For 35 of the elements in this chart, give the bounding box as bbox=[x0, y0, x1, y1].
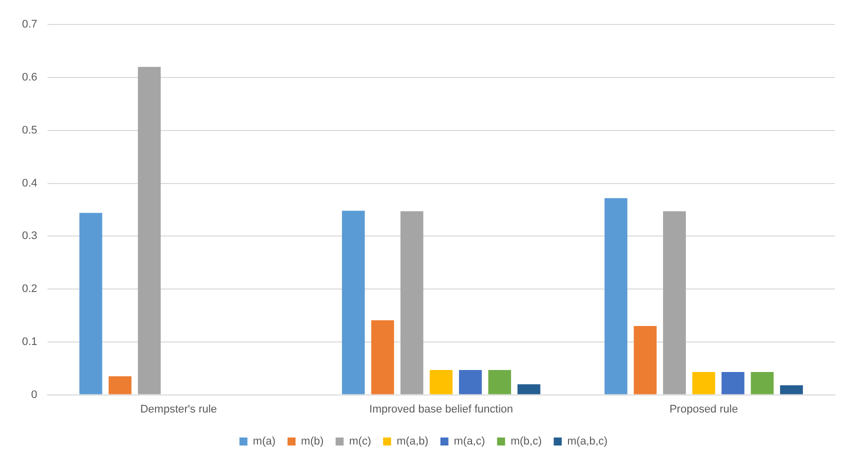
y-tick-label: 0.5 bbox=[22, 124, 38, 136]
y-tick-label: 0.1 bbox=[22, 336, 38, 348]
legend-label: m(a) bbox=[252, 436, 276, 448]
legend-label: m(a,b) bbox=[396, 436, 428, 448]
legend-label: m(a,b,c) bbox=[567, 436, 608, 448]
bar bbox=[663, 211, 686, 394]
y-tick-label: 0.6 bbox=[22, 72, 38, 84]
bar bbox=[722, 372, 744, 394]
y-tick-label: 0.3 bbox=[22, 230, 38, 242]
bar bbox=[371, 320, 394, 394]
y-tick-label: 0.2 bbox=[22, 283, 38, 296]
bar bbox=[458, 370, 482, 394]
bar bbox=[692, 372, 716, 394]
bar bbox=[750, 372, 774, 394]
bar bbox=[138, 66, 161, 394]
bar bbox=[780, 385, 803, 394]
bar bbox=[604, 198, 628, 394]
y-tick-label: 0.7 bbox=[22, 18, 38, 31]
bar bbox=[634, 326, 657, 394]
legend-label: m(b,c) bbox=[510, 436, 542, 448]
x-tick-label: Dempster's rule bbox=[140, 403, 217, 416]
y-tick-label: 0 bbox=[31, 388, 38, 401]
bar bbox=[79, 212, 102, 394]
bar bbox=[108, 376, 132, 394]
bar bbox=[518, 384, 540, 394]
bar bbox=[488, 370, 512, 394]
y-tick-label: 0.4 bbox=[22, 177, 38, 190]
x-tick-label: Proposed rule bbox=[669, 403, 738, 416]
x-tick-label: Improved base belief function bbox=[369, 403, 513, 416]
legend-label: m(b) bbox=[301, 436, 324, 448]
legend-label: m(c) bbox=[349, 436, 372, 448]
bar bbox=[400, 211, 424, 394]
legend-label: m(a,c) bbox=[454, 436, 486, 448]
bar bbox=[430, 370, 453, 394]
bar bbox=[342, 210, 365, 394]
